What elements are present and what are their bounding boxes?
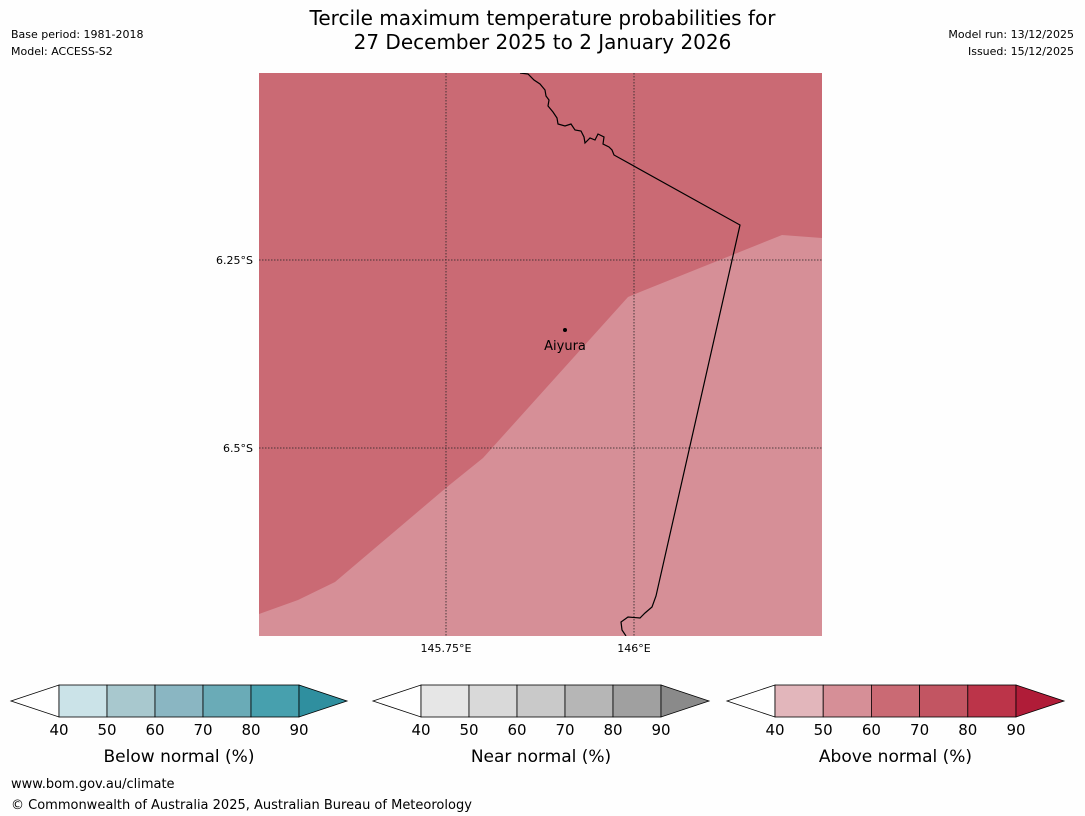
colorbar-below-segment <box>58 684 108 718</box>
colorbar-below-tick-label: 80 <box>241 721 260 739</box>
base-period-text: Base period: 1981-2018 <box>11 28 144 41</box>
colorbar-above-tick-label: 90 <box>1006 721 1025 739</box>
colorbar-above-tick-label: 80 <box>958 721 977 739</box>
colorbar-below-segment <box>106 684 156 718</box>
colorbar-near-tick-label: 50 <box>459 721 478 739</box>
footer-copyright: © Commonwealth of Australia 2025, Austra… <box>11 798 472 813</box>
colorbar-below-tick-label: 90 <box>289 721 308 739</box>
colorbar-above-segment <box>774 684 824 718</box>
colorbar-above-tick-label: 70 <box>910 721 929 739</box>
colorbar-below-label: Below normal (%) <box>104 747 255 767</box>
map-panel: Aiyura <box>259 73 822 636</box>
colorbar-above-arrow-high <box>1015 684 1066 718</box>
colorbar-near-tick-label: 90 <box>651 721 670 739</box>
colorbar-below-arrow-high <box>298 684 349 718</box>
colorbar-above-tick-label: 40 <box>765 721 784 739</box>
colorbar-near-segment <box>612 684 662 718</box>
colorbar-above-tick-label: 60 <box>862 721 881 739</box>
gridlines <box>259 73 822 636</box>
aiyura-marker <box>563 328 567 332</box>
footer-url: www.bom.gov.au/climate <box>11 777 175 792</box>
colorbar-near-tick-label: 40 <box>411 721 430 739</box>
colorbar-above-segment <box>871 684 921 718</box>
colorbar-below-tick-label: 70 <box>193 721 212 739</box>
meta-left: Base period: 1981-2018 Model: ACCESS-S2 <box>11 26 143 60</box>
colorbar-below-segment <box>250 684 300 718</box>
border-line <box>519 73 741 636</box>
colorbar-below-tick-label: 50 <box>97 721 116 739</box>
colorbar-near-segment <box>564 684 614 718</box>
colorbar-near-segment <box>468 684 518 718</box>
meta-right: Model run: 13/12/2025 Issued: 15/12/2025 <box>948 26 1074 60</box>
colorbar-above-normal: 40 50 60 70 80 90 Above normal (%) <box>725 684 1066 767</box>
lon-label-145-75: 145.75°E <box>421 642 472 655</box>
colorbar-near-normal: 40 50 60 70 80 90 Near normal (%) <box>371 684 711 767</box>
colorbar-below-arrow-low <box>9 684 60 718</box>
issued-text: Issued: 15/12/2025 <box>967 45 1074 58</box>
model-run-text: Model run: 13/12/2025 <box>948 28 1074 41</box>
colorbar-above-segment <box>967 684 1017 718</box>
colorbar-below-normal: 40 50 60 70 80 90 Below normal (%) <box>9 684 349 767</box>
map-title-line1: Tercile maximum temperature probabilitie… <box>309 6 776 30</box>
colorbar-near-tick-label: 60 <box>507 721 526 739</box>
colorbar-above-segment <box>919 684 969 718</box>
model-text: Model: ACCESS-S2 <box>11 45 113 58</box>
colorbar-below-tick-label: 60 <box>145 721 164 739</box>
colorbar-near-segment <box>420 684 470 718</box>
colorbar-above-label: Above normal (%) <box>819 747 972 767</box>
colorbar-below-tick-label: 40 <box>49 721 68 739</box>
colorbar-near-tick-label: 80 <box>603 721 622 739</box>
colorbar-above-segment <box>822 684 872 718</box>
lon-label-146: 146°E <box>617 642 650 655</box>
map-title: Tercile maximum temperature probabilitie… <box>0 6 1085 54</box>
colorbar-near-arrow-low <box>371 684 422 718</box>
colorbar-below-segment <box>202 684 252 718</box>
colorbar-near-tick-label: 70 <box>555 721 574 739</box>
colorbar-near-segment <box>516 684 566 718</box>
colorbar-near-label: Near normal (%) <box>471 747 611 767</box>
zone-above-50-60 <box>259 235 822 636</box>
footer: www.bom.gov.au/climate © Commonwealth of… <box>11 774 472 816</box>
lat-label-6-5: 6.5°S <box>223 442 253 455</box>
map-title-line2: 27 December 2025 to 2 January 2026 <box>353 30 732 54</box>
lat-label-6-25: 6.25°S <box>216 254 253 267</box>
colorbar-above-tick-label: 50 <box>814 721 833 739</box>
aiyura-label: Aiyura <box>544 339 586 354</box>
colorbar-above-arrow-low <box>725 684 776 718</box>
colorbar-below-segment <box>154 684 204 718</box>
colorbar-near-arrow-high <box>660 684 711 718</box>
